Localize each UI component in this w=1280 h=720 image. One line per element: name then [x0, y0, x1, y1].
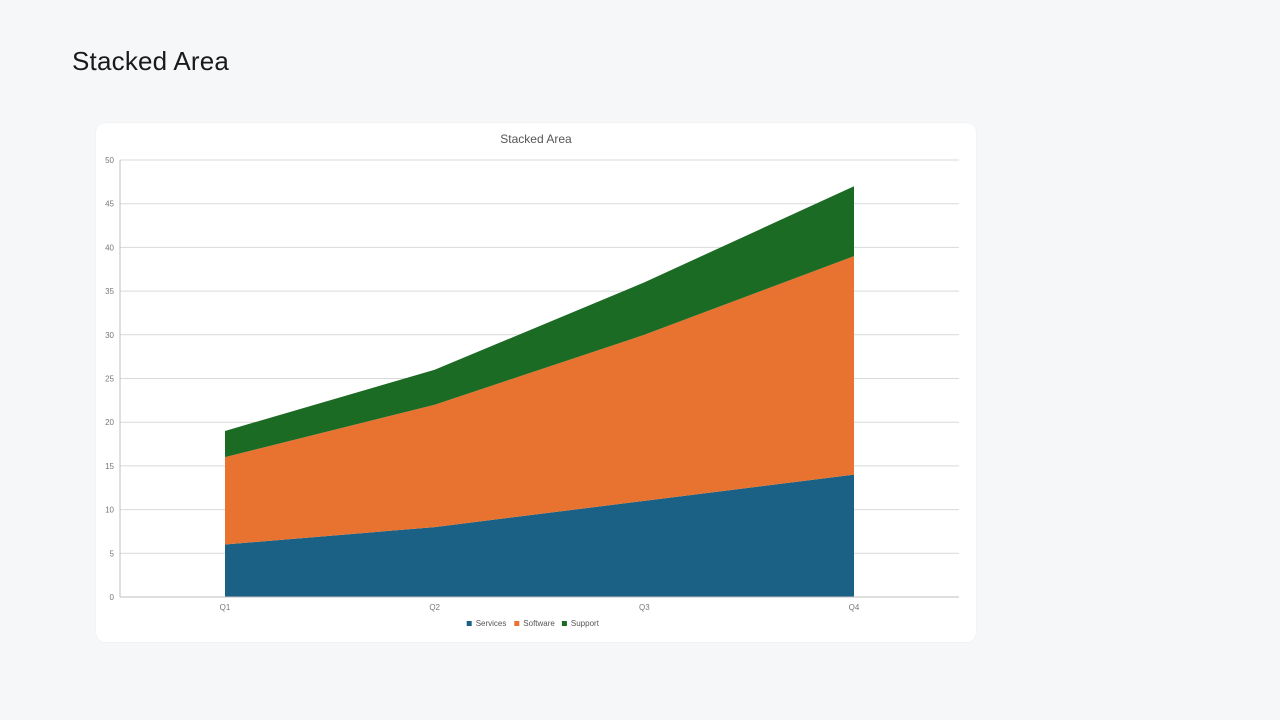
stacked-area-chart: Stacked Area 0 5 10 15 20 25 30 35 40 45 50 Q1 Q2 Q3 Q… — [105, 132, 959, 628]
legend-swatch — [514, 621, 520, 626]
x-tick-label: Q3 — [639, 603, 650, 612]
y-tick-label: 15 — [105, 462, 114, 471]
legend-label: Support — [571, 619, 600, 628]
axes: 0 5 10 15 20 25 30 35 40 45 50 Q1 Q2 Q3 Q4 — [105, 156, 959, 612]
y-tick-label: 50 — [105, 156, 114, 165]
legend-label: Software — [523, 619, 555, 628]
y-tick-label: 35 — [105, 287, 114, 296]
chart-card: Stacked Area 0 5 10 15 20 25 30 35 40 45 50 Q1 Q2 Q3 Q… — [96, 123, 976, 642]
chart-title: Stacked Area — [500, 132, 572, 146]
area-series-services — [225, 474, 854, 597]
y-tick-label: 20 — [105, 418, 114, 427]
legend-swatch — [466, 621, 472, 626]
x-tick-label: Q2 — [429, 603, 440, 612]
legend[interactable]: Services Software Support — [466, 619, 600, 628]
area-series-software — [225, 256, 854, 545]
x-tick-label: Q1 — [220, 603, 231, 612]
y-tick-label: 5 — [110, 549, 115, 558]
y-tick-label: 25 — [105, 375, 114, 384]
area-series-support — [225, 186, 854, 458]
legend-item-support[interactable]: Support — [561, 619, 600, 628]
legend-item-services[interactable]: Services — [466, 619, 507, 628]
y-tick-label: 30 — [105, 331, 114, 340]
legend-label: Services — [476, 619, 507, 628]
legend-swatch — [561, 621, 567, 626]
y-tick-label: 0 — [110, 593, 115, 602]
y-tick-label: 10 — [105, 506, 114, 515]
y-tick-label: 40 — [105, 243, 114, 252]
page-title: Stacked Area — [72, 46, 230, 76]
x-tick-label: Q4 — [849, 603, 860, 612]
y-tick-label: 45 — [105, 200, 114, 209]
area-series — [225, 186, 854, 597]
legend-item-software[interactable]: Software — [514, 619, 555, 628]
